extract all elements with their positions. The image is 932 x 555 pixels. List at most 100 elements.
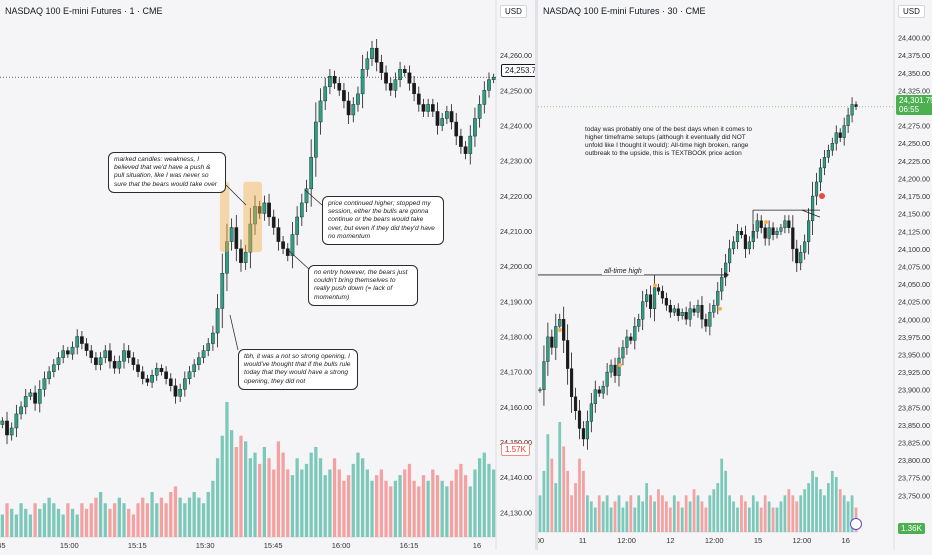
volume-bar	[649, 495, 652, 532]
volume-bar	[215, 458, 220, 537]
left-currency-label[interactable]: USD	[500, 5, 527, 18]
candle-body	[601, 385, 605, 394]
candle-body	[0, 420, 5, 425]
candle-body	[676, 308, 680, 316]
right-chart-title: NASDAQ 100 E-mini Futures · 30 · CME	[543, 6, 706, 16]
volume-bar	[66, 503, 70, 537]
volume-bar	[440, 480, 444, 537]
all-time-high-label: all-time high	[602, 268, 644, 275]
right-currency-label[interactable]: USD	[898, 5, 925, 18]
y-tick-label: 24,180.00	[500, 333, 532, 342]
y-tick-label: 24,125.00	[898, 227, 930, 236]
y-tick-label: 23,975.00	[898, 333, 930, 342]
volume-bar	[258, 463, 262, 537]
volume-bar	[5, 503, 9, 537]
volume-bar	[787, 489, 791, 532]
volume-bar	[328, 469, 332, 537]
volume-bar	[459, 463, 463, 537]
candle-body	[229, 227, 234, 242]
right-chart-panel[interactable]: 24,400.00 24,375.00 24,350.00 24,325.0024,3…	[534, 0, 932, 550]
volume-bar	[286, 469, 290, 537]
volume-bar	[407, 463, 412, 537]
volume-bar	[300, 469, 304, 537]
left-chart-canvas[interactable]: 24,260.00 24,250.00 24,240.00 24,230.00 24,2…	[0, 0, 535, 550]
left-chart-panel[interactable]: 24,260.00 24,250.00 24,240.00 24,230.00 24,2…	[0, 0, 545, 550]
volume-bar	[42, 503, 47, 537]
volume-bar	[823, 495, 826, 532]
candle-body	[454, 121, 459, 137]
candle-body	[779, 227, 783, 232]
y-tick-label: 24,350.00	[898, 69, 930, 78]
x-tick-label: :00	[538, 536, 544, 545]
candle-body	[94, 357, 98, 365]
candle-body	[309, 156, 314, 190]
candle-body	[365, 58, 370, 70]
candle-body	[459, 135, 463, 147]
volume-bar	[89, 503, 93, 537]
volume-bar	[290, 475, 295, 537]
volume-bar	[192, 492, 196, 537]
panel-divider[interactable]	[535, 0, 538, 550]
candle-body	[234, 227, 239, 249]
volume-bar	[799, 495, 803, 532]
y-tick-label: 24,230.00	[500, 157, 532, 166]
volume-bar	[613, 501, 617, 532]
candle-body	[388, 83, 393, 91]
candle-body	[473, 118, 477, 137]
candle-body	[178, 389, 182, 397]
note-opening[interactable]: tbh, it was a not so strong opening, I w…	[238, 349, 358, 390]
candle-body	[688, 308, 692, 320]
candle-body	[712, 305, 716, 313]
candle-body	[421, 104, 426, 112]
candle-body	[318, 100, 323, 123]
candle-body	[550, 336, 554, 348]
volume-bar	[19, 503, 23, 537]
volume-bar	[389, 486, 393, 537]
volume-bar	[724, 470, 728, 532]
volume-bar	[819, 489, 822, 532]
candle-body	[351, 104, 356, 116]
candle-body	[440, 118, 445, 126]
candle-body	[803, 241, 807, 253]
candle-body	[759, 220, 763, 228]
candle-body	[743, 234, 747, 250]
volume-bar	[582, 470, 585, 532]
y-tick-label: 24,325.00	[898, 86, 930, 95]
candle-body	[173, 385, 178, 397]
y-tick-label: 24,160.00	[500, 403, 532, 412]
note-marked-candles[interactable]: marked candles: weakness, I believed tha…	[108, 152, 226, 193]
candle-body	[822, 157, 827, 169]
volume-bar	[375, 475, 379, 537]
right-chart-canvas[interactable]: 24,400.00 24,375.00 24,350.00 24,325.0024,3…	[534, 0, 932, 550]
candle-body	[84, 343, 89, 351]
candle-body	[126, 350, 131, 358]
volume-bar	[468, 486, 472, 537]
candle-body	[299, 202, 304, 218]
volume-bar	[417, 486, 421, 537]
candle-body	[656, 287, 661, 292]
y-tick-label: 23,950.00	[898, 351, 930, 360]
candle-body	[700, 305, 704, 320]
note-price-continued[interactable]: price continued higher; stopped my sessi…	[322, 196, 444, 246]
candle-body	[14, 413, 19, 429]
candle-body	[51, 364, 56, 372]
volume-bar	[145, 503, 150, 537]
volume-bar	[398, 475, 402, 537]
candle-body	[641, 301, 645, 320]
candle-body	[787, 220, 791, 228]
candle-body	[775, 231, 779, 235]
session-marker	[653, 283, 657, 288]
annotation-textbook[interactable]: today was probably one of the best days …	[585, 126, 752, 157]
x-tick-label: 16	[473, 541, 481, 550]
volume-bar	[253, 452, 257, 537]
y-tick-label: 24,200.00	[898, 174, 930, 183]
candle-body	[477, 104, 482, 119]
candle-body	[192, 364, 197, 372]
volume-bar	[838, 489, 842, 532]
volume-bar	[187, 497, 192, 537]
candle-body	[9, 427, 14, 436]
volume-bar	[365, 469, 369, 537]
volume-bar	[566, 470, 570, 532]
note-no-entry[interactable]: no entry however, the bears just couldn'…	[308, 265, 418, 306]
right-volume-tag: 1.36K	[898, 523, 925, 534]
